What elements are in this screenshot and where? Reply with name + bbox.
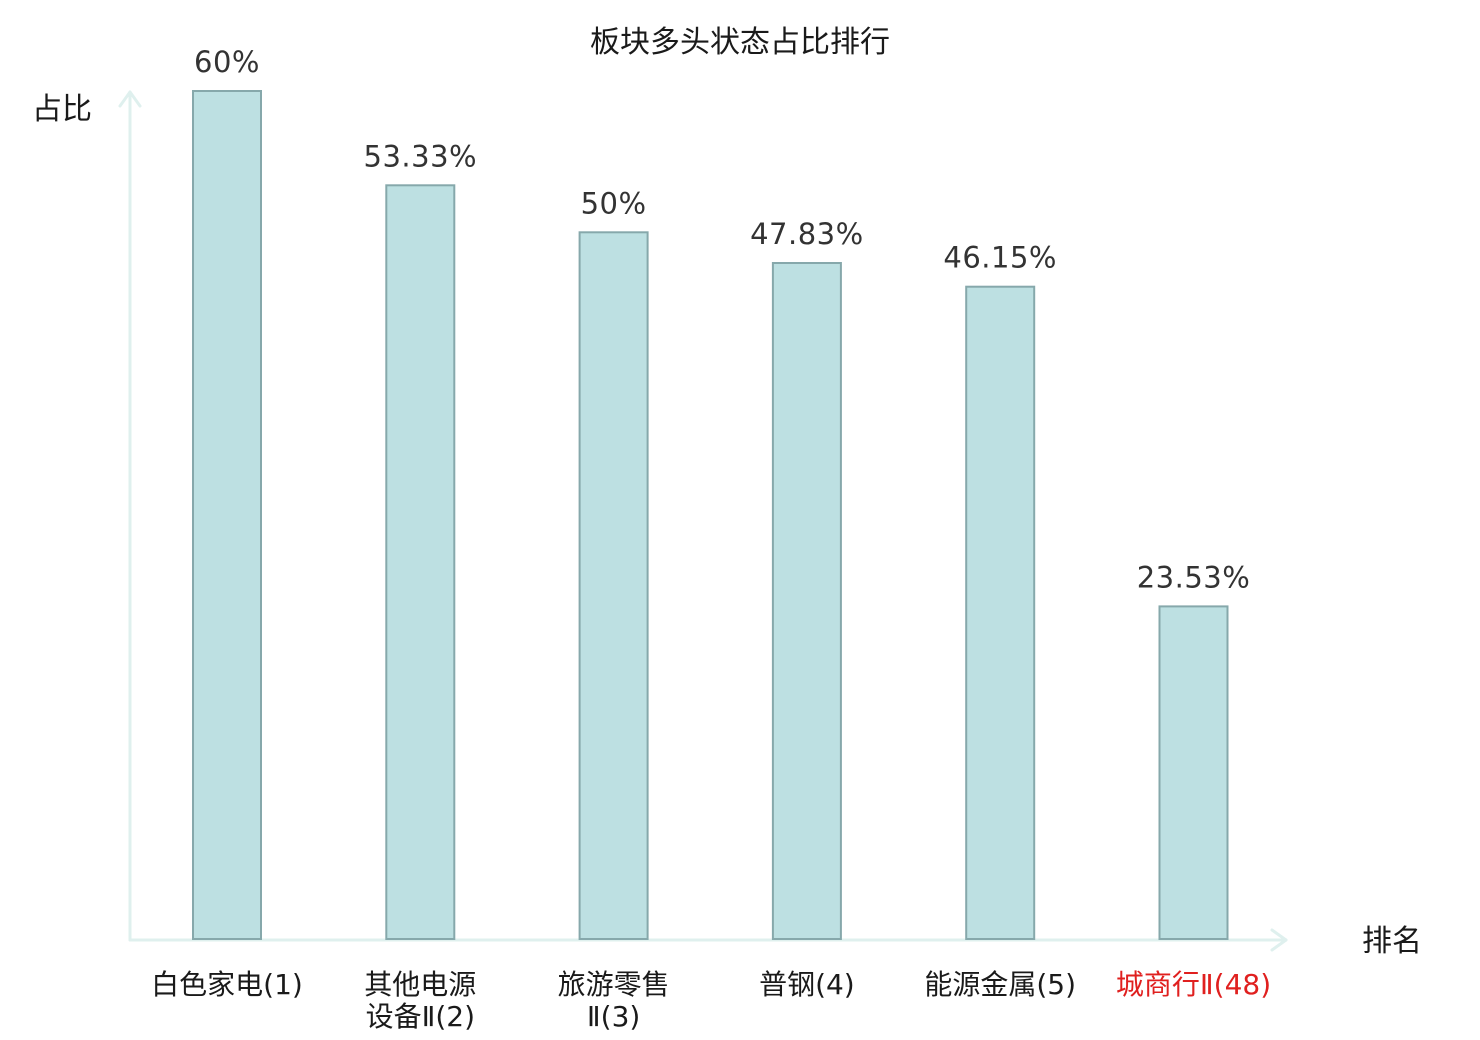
bar xyxy=(578,231,649,941)
y-axis-title: 占比 xyxy=(32,92,92,127)
y-axis-arrow xyxy=(118,90,142,108)
x-axis-title: 排名 xyxy=(1362,924,1422,959)
bar-value-label: 46.15% xyxy=(943,241,1057,275)
category-label-line: Ⅱ(3) xyxy=(587,1000,640,1033)
category-label: 普钢(4) xyxy=(759,968,855,1001)
x-axis-arrow xyxy=(1270,928,1288,952)
bar xyxy=(1158,605,1229,941)
axes xyxy=(118,90,1288,952)
bar-value-label: 60% xyxy=(194,45,260,79)
bar-value-label: 53.33% xyxy=(364,139,478,173)
category-label: 城商行Ⅱ(48) xyxy=(1116,968,1271,1001)
category-label-line: 其他电源 xyxy=(364,968,476,1001)
bars xyxy=(192,90,1229,941)
category-label: 白色家电(1) xyxy=(151,968,303,1001)
bar xyxy=(385,184,456,941)
category-label: 能源金属(5) xyxy=(924,968,1076,1001)
bar-value-label: 50% xyxy=(581,186,647,220)
bar xyxy=(965,285,1036,940)
bar-value-label: 47.83% xyxy=(750,217,864,251)
chart-title: 板块多头状态占比排行 xyxy=(590,25,890,60)
bar xyxy=(192,90,262,940)
value-labels: 60% 53.33% 50% 47.83% 46.15% 23.53% xyxy=(194,45,1250,594)
category-label-line: 旅游零售 xyxy=(558,968,670,1001)
category-label-line: 设备Ⅱ(2) xyxy=(366,1000,475,1033)
bar-value-label: 23.53% xyxy=(1137,560,1251,594)
bar xyxy=(771,262,842,940)
